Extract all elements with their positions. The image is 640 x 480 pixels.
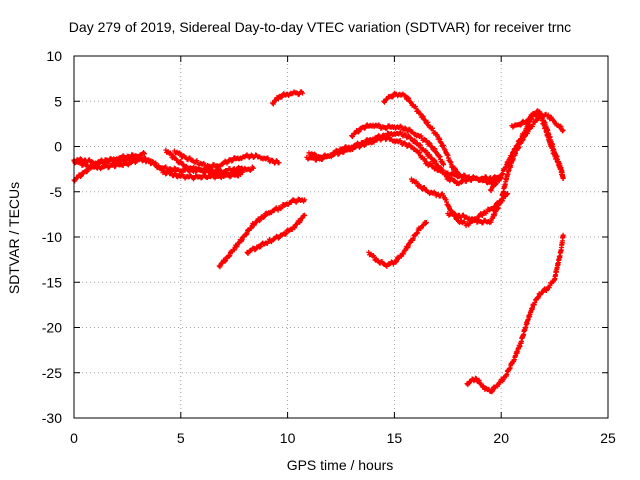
chart-title: Day 279 of 2019, Sidereal Day-to-day VTE…	[68, 19, 572, 35]
data-series-s8	[270, 89, 306, 107]
data-series-s11	[349, 122, 447, 168]
y-tick-label: -15	[42, 274, 62, 290]
x-tick-label: 10	[280, 430, 296, 446]
data-series-s5	[163, 147, 244, 180]
data-series-group	[71, 89, 566, 395]
x-axis-label: GPS time / hours	[286, 457, 394, 473]
y-tick-label: 5	[54, 93, 62, 109]
data-series-s18	[464, 232, 566, 395]
y-tick-label: 10	[46, 48, 62, 64]
data-series-s4	[171, 148, 282, 171]
data-series-s7	[244, 212, 308, 256]
data-series-s6	[216, 196, 308, 270]
data-series-s17	[509, 110, 566, 181]
plot-frame	[73, 55, 609, 419]
data-series-s12	[381, 90, 461, 177]
y-tick-label: -25	[42, 365, 62, 381]
grid-lines	[74, 56, 608, 418]
data-series-s13	[366, 219, 429, 269]
y-tick-label: -10	[42, 229, 62, 245]
y-tick-label: -20	[42, 320, 62, 336]
data-series-s10	[304, 130, 504, 187]
y-tick-label: -5	[50, 184, 63, 200]
x-tick-label: 25	[600, 430, 616, 446]
x-tick-label: 20	[493, 430, 509, 446]
x-tick-label: 15	[387, 430, 403, 446]
x-tick-label: 5	[177, 430, 185, 446]
y-tick-label: -30	[42, 410, 62, 426]
y-tick-label: 0	[54, 139, 62, 155]
x-tick-label: 0	[70, 430, 78, 446]
axis-ticks: 0 5 10 15 20 25 -30 -25 -20 -15 -10 -5 0 5 10	[42, 48, 616, 446]
